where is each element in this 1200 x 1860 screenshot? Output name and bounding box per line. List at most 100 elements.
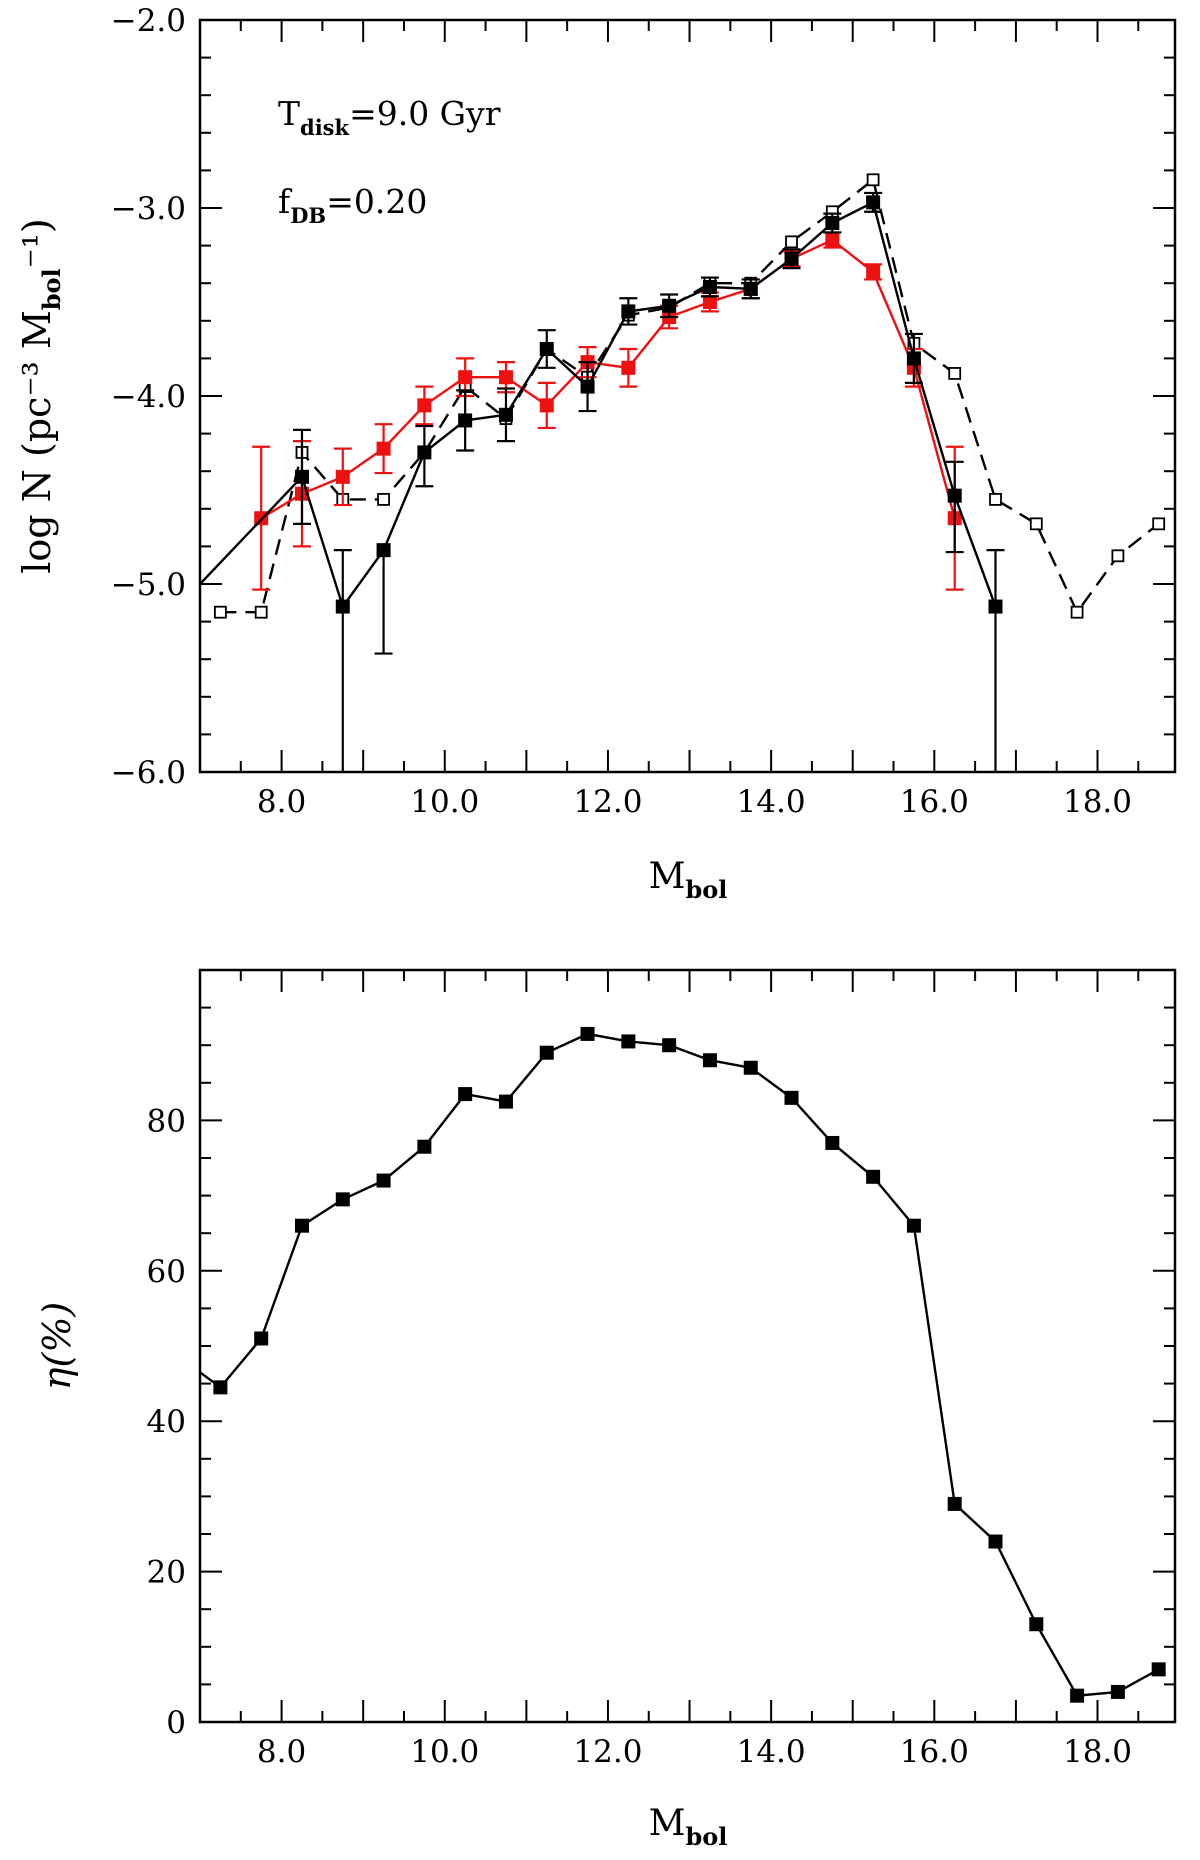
bottom-plot-area <box>200 1026 1166 1703</box>
data-point-open-square <box>1070 605 1084 619</box>
data-point-filled-square <box>947 488 962 503</box>
top-y-axis-label: log N (pc⁻³ Mbol⁻¹) <box>15 218 66 574</box>
data-point-filled-square <box>906 351 921 366</box>
x-tick-label: 12.0 <box>573 784 642 820</box>
data-point-filled-square <box>784 1090 799 1105</box>
data-point-filled-square <box>539 1045 554 1060</box>
data-point-open-square <box>989 492 1002 506</box>
data-point-filled-square <box>866 195 881 210</box>
data-point-filled-square <box>458 370 473 385</box>
data-point-open-square <box>866 173 880 187</box>
data-point-filled-square <box>213 1380 228 1395</box>
data-point-filled-square <box>825 216 840 231</box>
x-tick-label: 10.0 <box>410 1734 479 1770</box>
y-tick-label: 60 <box>147 1254 186 1290</box>
data-point-filled-square <box>621 1034 636 1049</box>
data-point-filled-square <box>1110 1684 1125 1699</box>
data-point-open-square <box>213 605 227 619</box>
x-tick-label: 18.0 <box>1063 784 1132 820</box>
data-point-filled-square <box>539 342 554 356</box>
annotation-tdisk: Tdisk=9.0 Gyr <box>278 94 501 140</box>
annotation-fdb: fDB=0.20 <box>278 182 427 228</box>
data-point-filled-square <box>254 1331 269 1346</box>
y-tick-label: 20 <box>147 1555 186 1591</box>
data-point-filled-square <box>784 251 799 266</box>
data-point-filled-square <box>621 360 636 375</box>
data-point-filled-square <box>580 379 595 394</box>
data-point-open-square <box>948 367 962 380</box>
x-tick-label: 14.0 <box>737 784 806 820</box>
x-tick-label: 18.0 <box>1063 1734 1132 1770</box>
data-point-filled-square <box>498 1094 513 1109</box>
y-tick-label: 0 <box>166 1705 186 1741</box>
x-tick-label: 12.0 <box>573 1734 642 1770</box>
series-line <box>260 238 956 520</box>
y-tick-label: 80 <box>147 1103 186 1139</box>
y-tick-label: −3.0 <box>111 191 186 227</box>
data-point-filled-square <box>662 298 677 313</box>
data-point-filled-square <box>335 469 350 484</box>
bottom-y-axis-label: η(%) <box>35 1302 79 1391</box>
top-axes: 8.0 10.0 12.0 14.0 16.0 18.0 −6.0 −5.0 −4.0 −3.0 −… <box>111 3 1175 820</box>
bottom-axes: 8.0 10.0 12.0 14.0 16.0 18.0 0 20 40 60 80 <box>147 969 1175 1770</box>
data-point-filled-square <box>335 1192 350 1207</box>
data-point-filled-square <box>1151 1662 1166 1677</box>
series-line <box>200 200 997 610</box>
data-point-filled-square <box>335 599 350 614</box>
data-point-filled-square <box>539 398 554 413</box>
top-panel: 8.0 10.0 12.0 14.0 16.0 18.0 −6.0 −5.0 −4.0 −3.0 −… <box>15 3 1177 904</box>
data-point-filled-square <box>294 469 309 484</box>
data-point-filled-square <box>417 1139 432 1154</box>
y-tick-label: −5.0 <box>111 567 186 603</box>
data-point-filled-square <box>498 370 513 385</box>
x-tick-label: 16.0 <box>900 1734 969 1770</box>
data-point-filled-square <box>702 279 717 294</box>
series-line <box>200 1032 1160 1697</box>
data-point-filled-square <box>906 1218 921 1233</box>
y-tick-label: −6.0 <box>111 755 186 791</box>
data-point-filled-square <box>376 543 391 558</box>
data-point-open-square <box>1111 549 1125 563</box>
x-tick-label: 8.0 <box>257 1734 306 1770</box>
top-plot-area <box>200 173 1166 772</box>
data-point-filled-square <box>988 599 1003 614</box>
bottom-x-axis-label: Mbol <box>649 1803 728 1851</box>
data-point-filled-square <box>458 1087 473 1102</box>
data-point-filled-square <box>988 1534 1003 1549</box>
data-point-filled-square <box>417 445 432 460</box>
data-point-filled-square <box>866 1169 881 1184</box>
y-tick-label: −4.0 <box>111 379 186 415</box>
y-tick-label: −2.0 <box>111 3 186 39</box>
series-line <box>220 177 1160 615</box>
data-point-open-square <box>785 235 798 249</box>
data-point-filled-square <box>947 1496 962 1511</box>
data-point-filled-square <box>662 1038 677 1053</box>
data-point-filled-square <box>825 1135 840 1150</box>
data-point-filled-square <box>498 407 513 422</box>
data-point-filled-square <box>1070 1688 1085 1703</box>
data-point-filled-square <box>743 281 758 296</box>
data-point-filled-square <box>825 232 840 247</box>
top-x-axis-label: Mbol <box>649 856 728 904</box>
data-point-filled-square <box>376 441 391 456</box>
data-point-open-square <box>1029 517 1043 531</box>
data-point-filled-square <box>743 1060 758 1075</box>
x-tick-label: 8.0 <box>257 784 306 820</box>
data-point-open-square <box>254 605 268 619</box>
data-point-filled-square <box>376 1173 391 1188</box>
x-tick-label: 16.0 <box>900 784 969 820</box>
data-point-filled-square <box>621 304 636 319</box>
data-point-filled-square <box>294 1218 309 1233</box>
data-point-filled-square <box>866 264 881 279</box>
x-tick-label: 14.0 <box>737 1734 806 1770</box>
data-point-filled-square <box>580 1026 595 1041</box>
data-point-open-square <box>1152 517 1166 531</box>
data-point-filled-square <box>417 398 432 413</box>
x-tick-label: 10.0 <box>410 784 479 820</box>
data-point-filled-square <box>1029 1617 1044 1632</box>
data-point-filled-square <box>702 1053 717 1068</box>
data-point-filled-square <box>458 413 473 428</box>
y-tick-label: 40 <box>147 1404 186 1440</box>
bottom-panel: 8.0 10.0 12.0 14.0 16.0 18.0 0 20 40 60 80 η(%) Mb… <box>35 968 1177 1851</box>
